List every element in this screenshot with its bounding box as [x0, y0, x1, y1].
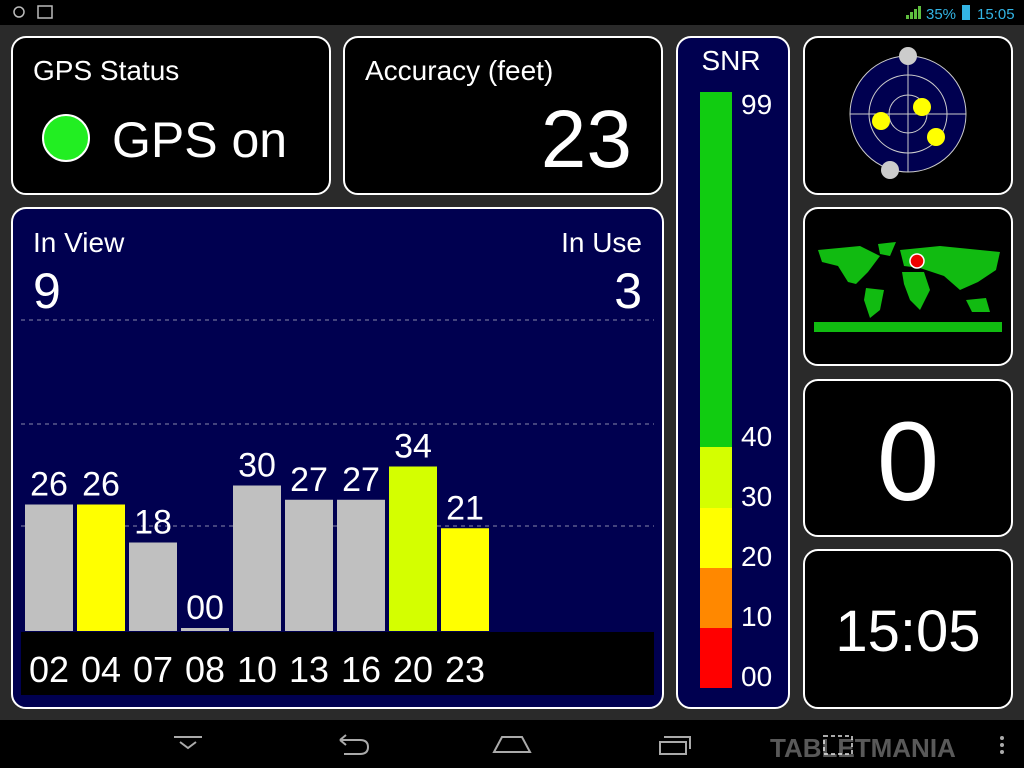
counter-value: 0 [877, 399, 939, 524]
snr-band [700, 568, 732, 628]
prn-label: 16 [341, 649, 381, 690]
snr-label: 00 [741, 661, 772, 692]
prn-label: 10 [237, 649, 277, 690]
location-dot [909, 253, 925, 269]
prn-label: 07 [133, 649, 173, 690]
in-view-value: 9 [33, 263, 61, 319]
watermark: TABLETMANIA [770, 733, 956, 763]
clock-value: 15:05 [835, 599, 980, 664]
prn-label: 23 [445, 649, 485, 690]
in-view-label: In View [33, 227, 125, 258]
gps-status-value: GPS on [112, 112, 287, 168]
snr-label: 20 [741, 541, 772, 572]
snr-bar [129, 542, 177, 631]
snr-label: 40 [741, 421, 772, 452]
snr-value: 34 [394, 428, 432, 466]
in-use-value: 3 [614, 263, 642, 319]
signal-icon [906, 6, 921, 19]
status-indicator [42, 114, 90, 162]
snr-bar [233, 485, 281, 631]
sky-satellites [872, 47, 945, 179]
snr-label: 99 [741, 89, 772, 120]
world-map [814, 242, 1002, 332]
clock-panel[interactable] [803, 549, 1013, 709]
snr-band [700, 508, 732, 568]
nav-buttons [174, 734, 853, 755]
prn-label: 20 [393, 649, 433, 690]
prn-label: 13 [289, 649, 329, 690]
prn-label: 08 [185, 649, 225, 690]
snr-value: 18 [134, 504, 172, 542]
snr-label: 30 [741, 481, 772, 512]
snr-bar [441, 528, 489, 631]
status-time: 15:05 [977, 6, 1015, 23]
sky-plot [849, 55, 967, 173]
snr-value: 27 [342, 461, 380, 499]
recents-button[interactable] [659, 736, 691, 755]
snr-value: 21 [446, 489, 484, 527]
in-use-label: In Use [561, 227, 642, 258]
nav-bar [0, 720, 1024, 768]
prn-strip [21, 632, 654, 695]
snr-band [700, 92, 732, 447]
menu-button[interactable] [1000, 736, 1004, 754]
snr-band [700, 628, 732, 688]
snr-value: 30 [238, 447, 276, 485]
snr-value: 27 [290, 461, 328, 499]
snr-value: 00 [186, 589, 224, 627]
status-bar [0, 0, 1024, 25]
grid-lines [21, 319, 654, 527]
panel-title: GPS Status [33, 55, 179, 86]
hide-keyboard-button[interactable] [174, 736, 202, 750]
home-button[interactable] [492, 736, 532, 753]
snr-value: 26 [82, 466, 120, 504]
accuracy-value: 23 [541, 94, 632, 185]
back-button[interactable] [339, 734, 370, 755]
snr-band [700, 447, 732, 508]
battery-icon [962, 5, 970, 20]
snr-bar [181, 628, 229, 631]
screenshot-button[interactable] [823, 735, 853, 755]
snr-panel[interactable] [676, 36, 790, 709]
prn-label: 02 [29, 649, 69, 690]
snr-bar [285, 499, 333, 631]
satellite-bars: 26 02 26 04 18 07 00 08 30 10 27 13 27 16 34 20 21 23 [25, 428, 489, 690]
snr-bar [77, 504, 125, 631]
snr-title: SNR [701, 45, 760, 76]
battery-text: 35% [926, 6, 956, 23]
snr-bar [389, 466, 437, 631]
accuracy-panel[interactable] [343, 36, 663, 195]
snr-bar [25, 504, 73, 631]
prn-label: 04 [81, 649, 121, 690]
gps-status-panel[interactable] [11, 36, 331, 195]
status-icons [13, 5, 53, 19]
snr-bar [337, 499, 385, 631]
panel-title: Accuracy (feet) [365, 55, 553, 86]
counter-panel[interactable] [803, 379, 1013, 537]
snr-value: 26 [30, 466, 68, 504]
snr-label: 10 [741, 601, 772, 632]
